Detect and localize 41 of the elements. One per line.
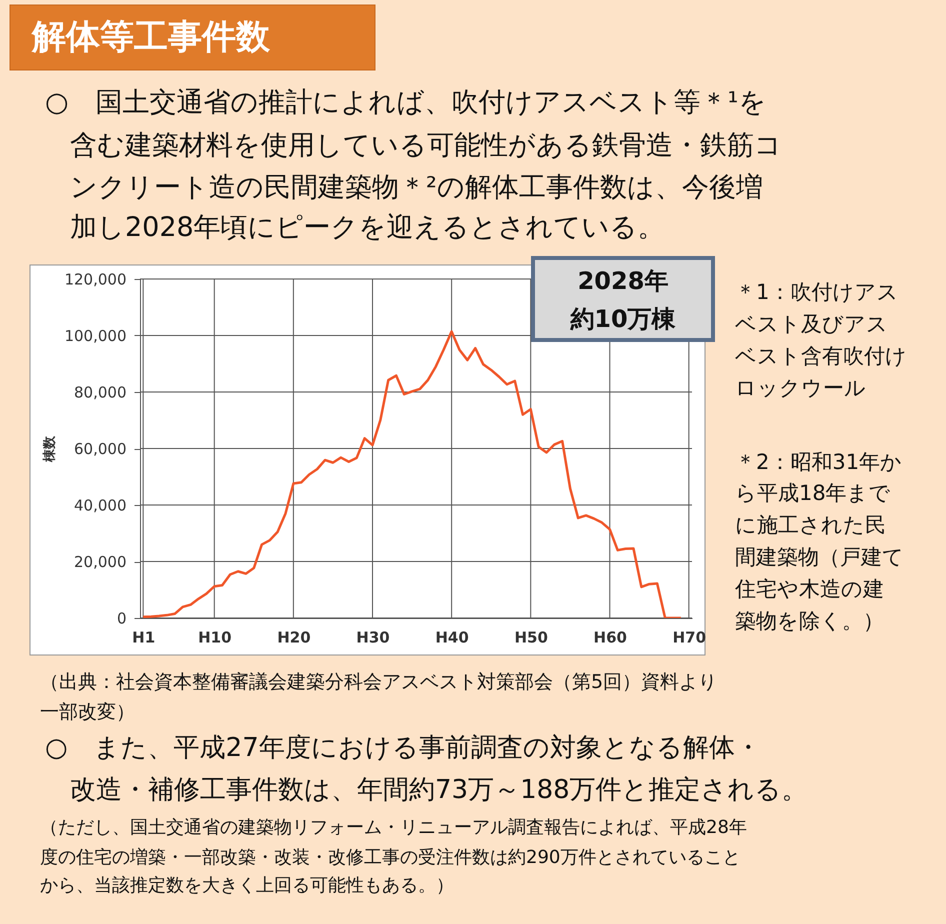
text: 一部改変） — [40, 701, 135, 723]
text: ベスト及びアス — [735, 312, 888, 336]
y-tick-label: 120,000 — [64, 270, 126, 288]
annotation: 2028年 — [578, 267, 668, 295]
text: 度の住宅の増築・一部改築・改装・改修工事の受注件数は約290万件とされていること — [40, 847, 740, 868]
text: ベスト含有吹付け — [735, 344, 907, 368]
line-series — [142, 330, 682, 618]
y-tick-label: 0 — [116, 610, 126, 628]
text: ○ 国土交通省の推計によれば、吹付けアスベスト等＊¹を — [45, 87, 766, 118]
y-tick-label: 40,000 — [74, 496, 126, 514]
x-tick-label: H1 — [132, 628, 156, 646]
y-tick-label: 80,000 — [74, 384, 126, 402]
y-tick-label: 100,000 — [64, 327, 126, 345]
text: ＊2：昭和31年か — [735, 450, 902, 474]
x-tick-label: H70 — [672, 628, 706, 646]
text: 間建築物（戸建て — [735, 545, 904, 569]
text: に施工された民 — [735, 513, 886, 537]
text: ら平成18年まで — [735, 481, 891, 505]
text: ＊1：吹付けアス — [735, 280, 898, 304]
y-tick-label: 60,000 — [74, 440, 126, 458]
x-tick-label: H50 — [514, 628, 548, 646]
text: ○ また、平成27年度における事前調査の対象となる解体・ — [45, 733, 761, 763]
text: （ただし、国土交通省の建築物リフォーム・リニューアル調査報告によれば、平成28年 — [40, 817, 747, 838]
text: 築物を除く。） — [735, 609, 884, 633]
text: 含む建築材料を使用している可能性がある鉄骨造・鉄筋コ — [70, 130, 782, 161]
chart-title: 解体等工事件数 — [31, 17, 271, 57]
text: ンクリート造の民間建築物＊²の解体工事件数は、今後増 — [70, 172, 763, 203]
x-tick-label: H10 — [198, 628, 232, 646]
text: から、当該推定数を大きく上回る可能性もある。） — [40, 875, 454, 896]
text: 改造・補修工事件数は、年間約73万～188万件と推定される。 — [70, 775, 808, 805]
text: ロックウール — [735, 376, 866, 400]
annotation: 約10万棟 — [569, 305, 677, 333]
x-tick-label: H20 — [277, 628, 311, 646]
x-tick-label: H40 — [435, 628, 469, 646]
text: 加し2028年頃にピークを迎えるとされている。 — [70, 212, 665, 243]
x-tick-label: H60 — [594, 628, 627, 646]
text: 住宅や木造の建 — [734, 577, 884, 601]
y-tick-label: 20,000 — [74, 553, 126, 571]
text: （出典：社会資本整備審議会建築分科会アスベスト対策部会（第5回）資料より — [40, 671, 718, 693]
x-tick-label: H30 — [356, 628, 390, 646]
y-axis-title: 棟数 — [42, 435, 58, 463]
